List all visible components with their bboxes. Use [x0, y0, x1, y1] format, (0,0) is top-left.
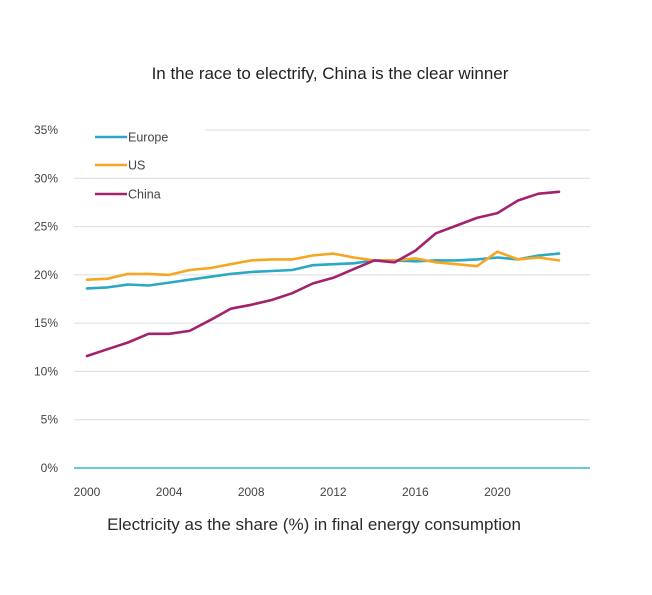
x-tick-label: 2000 — [74, 485, 101, 499]
series-line-europe — [85, 252, 561, 290]
y-tick-label: 10% — [34, 364, 58, 378]
legend-label-europe: Europe — [128, 131, 168, 145]
legend-label-us: US — [128, 159, 145, 173]
y-tick-label: 30% — [34, 171, 58, 185]
x-axis-label: Electricity as the share (%) in final en… — [107, 515, 521, 534]
y-tick-label: 0% — [41, 461, 59, 475]
x-tick-label: 2008 — [238, 485, 265, 499]
x-tick-label: 2004 — [156, 485, 183, 499]
x-tick-label: 2020 — [484, 485, 511, 499]
y-tick-label: 25% — [34, 220, 58, 234]
chart-title: In the race to electrify, China is the c… — [152, 64, 509, 83]
series-line-us — [85, 250, 561, 282]
y-tick-label: 15% — [34, 316, 58, 330]
legend-label-china: China — [128, 188, 161, 202]
axes: 0% 5% 10% 15% 20% 25% 30% 35% 2000 2004 2008 2012 20… — [34, 123, 590, 499]
x-tick-label: 2016 — [402, 485, 429, 499]
series-lines — [85, 190, 561, 358]
y-tick-label: 5% — [41, 413, 59, 427]
x-tick-label: 2012 — [320, 485, 347, 499]
series-line-china — [85, 190, 561, 358]
y-tick-label: 35% — [34, 123, 58, 137]
legend: Europe US China — [95, 131, 168, 202]
y-tick-label: 20% — [34, 268, 58, 282]
